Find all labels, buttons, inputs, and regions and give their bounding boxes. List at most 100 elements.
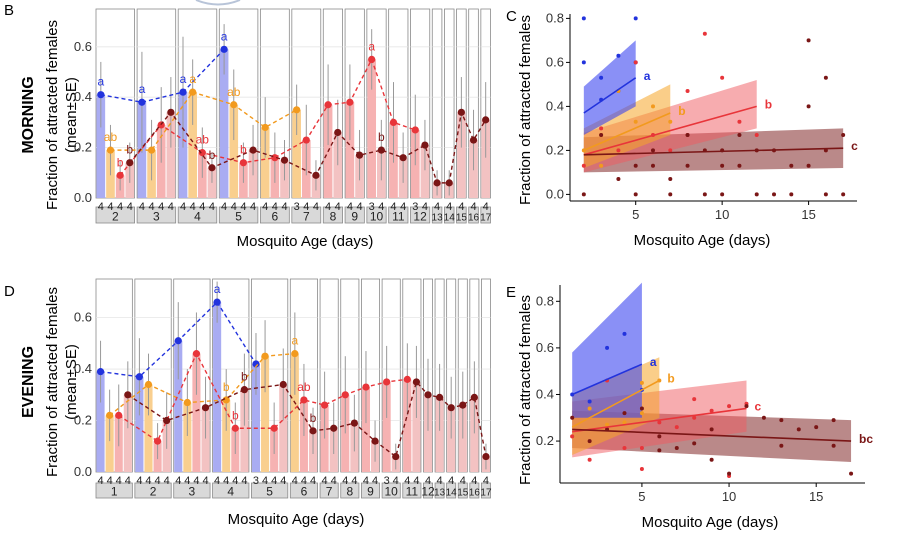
scatter-point-darkred: [720, 192, 725, 197]
y-tick-label: 0.6: [546, 54, 564, 69]
facet-age-label: 15: [457, 488, 469, 499]
sample-size-label: 4: [437, 475, 443, 487]
sample-size-label: 4: [331, 475, 337, 487]
y-axis-title-C: Fraction of attracted females: [517, 15, 534, 205]
sample-size-label: 4: [483, 475, 489, 487]
data-point-darkred: [355, 151, 364, 159]
data-point-orange: [147, 146, 156, 154]
x-axis-title-E: Mosquito Age (days): [642, 514, 779, 531]
facet-age-label: 17: [480, 213, 492, 224]
data-point-blue: [220, 45, 228, 53]
data-point-red: [115, 411, 123, 419]
data-point-blue: [97, 91, 105, 99]
facet-panel: [444, 8, 455, 199]
regression-label-blue: a: [650, 355, 657, 369]
bar-chart-B: 0.00.20.40.624 4 4 434 4 4 444 4 4 454 4 4 464 4 473 4 4…: [74, 8, 492, 224]
sample-size-label: 4: [136, 475, 142, 487]
scatter-point-red: [692, 415, 697, 420]
scatter-point-darkred: [761, 415, 766, 420]
bar-darkred: [166, 112, 176, 198]
facet-strip: [444, 206, 455, 224]
sample-size-label: 4: [180, 201, 186, 213]
scatter-point-darkred: [616, 177, 621, 181]
data-point-blue: [135, 373, 144, 381]
data-point-orange: [106, 411, 114, 419]
facet-age-label: 4: [227, 485, 234, 499]
x-tick-label: 5: [638, 489, 645, 504]
x-axis-title-D: Mosquito Age (days): [228, 511, 365, 528]
sample-size-label: 4: [250, 201, 256, 213]
data-point-darkred: [126, 159, 134, 167]
significance-label: a: [97, 75, 104, 89]
data-point-red: [231, 424, 239, 432]
data-point-red: [346, 98, 354, 106]
bar-orange: [229, 104, 239, 198]
scatter-point-red: [737, 119, 742, 124]
data-point-darkred: [208, 164, 216, 172]
significance-label: b: [223, 380, 230, 394]
scatter-point-darkred: [692, 441, 697, 446]
data-point-orange: [183, 398, 191, 407]
x-tick-label: 15: [809, 489, 823, 504]
sample-size-label: 4: [458, 201, 464, 213]
data-point-darkred: [309, 427, 317, 435]
scatter-point-darkred: [674, 446, 679, 451]
facet-strip: [251, 482, 289, 499]
panel-letter-D: D: [4, 283, 15, 300]
x-tick-label: 15: [801, 207, 815, 222]
facet-age-label: 3: [189, 485, 196, 499]
facet-strip: [468, 206, 479, 224]
sample-size-label: 4: [363, 475, 369, 487]
scatter-point-red: [633, 60, 638, 65]
facet-age-label: 6: [301, 485, 308, 499]
bar-darkred: [279, 384, 288, 472]
facet-strip: [456, 206, 467, 224]
data-point-darkred: [421, 141, 429, 149]
sample-size-label: 4: [107, 201, 113, 213]
data-point-orange: [291, 350, 299, 358]
bar-orange: [105, 415, 114, 472]
sample-size-label: 4: [400, 201, 406, 213]
bar-red: [382, 381, 391, 472]
bar-orange: [261, 356, 270, 472]
facet-age-label: 16: [468, 213, 480, 224]
data-point-darkred: [279, 380, 287, 389]
scatter-point-red: [657, 420, 662, 425]
scatter-point-red: [727, 404, 732, 409]
scatter-point-blue: [581, 16, 586, 21]
facet-strip: [423, 482, 433, 499]
bar-orange: [222, 399, 231, 472]
scatter-point-darkred: [841, 133, 846, 137]
facet-strip: [95, 482, 133, 499]
facet-strip: [289, 482, 318, 499]
y-tick-label: 0.0: [74, 464, 92, 479]
scatter-point-red: [587, 457, 592, 462]
regression-line-darkred: [583, 147, 844, 156]
scatter-point-darkred: [789, 163, 794, 168]
y-tick-label: 0.2: [74, 140, 92, 155]
data-point-red: [411, 126, 419, 134]
sample-size-label: 4: [351, 475, 357, 487]
facet-age-label: 9: [351, 210, 358, 224]
sample-size-label: 4: [125, 475, 131, 487]
bar-orange: [188, 92, 197, 198]
y-tick-label: 0.0: [74, 190, 92, 205]
significance-label: b: [126, 143, 133, 157]
bar-darkred: [447, 407, 456, 472]
y-axis-subtitle-B: (mean±SE): [63, 77, 80, 153]
sample-size-label: 4: [221, 201, 227, 213]
scatter-point-darkred: [668, 192, 673, 197]
scatter-point-darkred: [685, 133, 690, 137]
y-axis-title-E: Fraction of attracted females: [517, 295, 534, 485]
data-point-orange: [144, 380, 153, 389]
sample-size-label: 4: [310, 475, 316, 487]
scatter-point-darkred: [709, 427, 714, 432]
data-point-darkred: [334, 128, 342, 137]
scatter-point-darkred: [685, 163, 690, 168]
data-point-blue: [96, 368, 105, 376]
scatter-point-red: [720, 75, 725, 80]
data-point-darkred: [445, 179, 453, 187]
data-point-blue: [213, 298, 221, 306]
sample-size-label: 4: [280, 475, 286, 487]
facet-strip: [134, 482, 172, 499]
